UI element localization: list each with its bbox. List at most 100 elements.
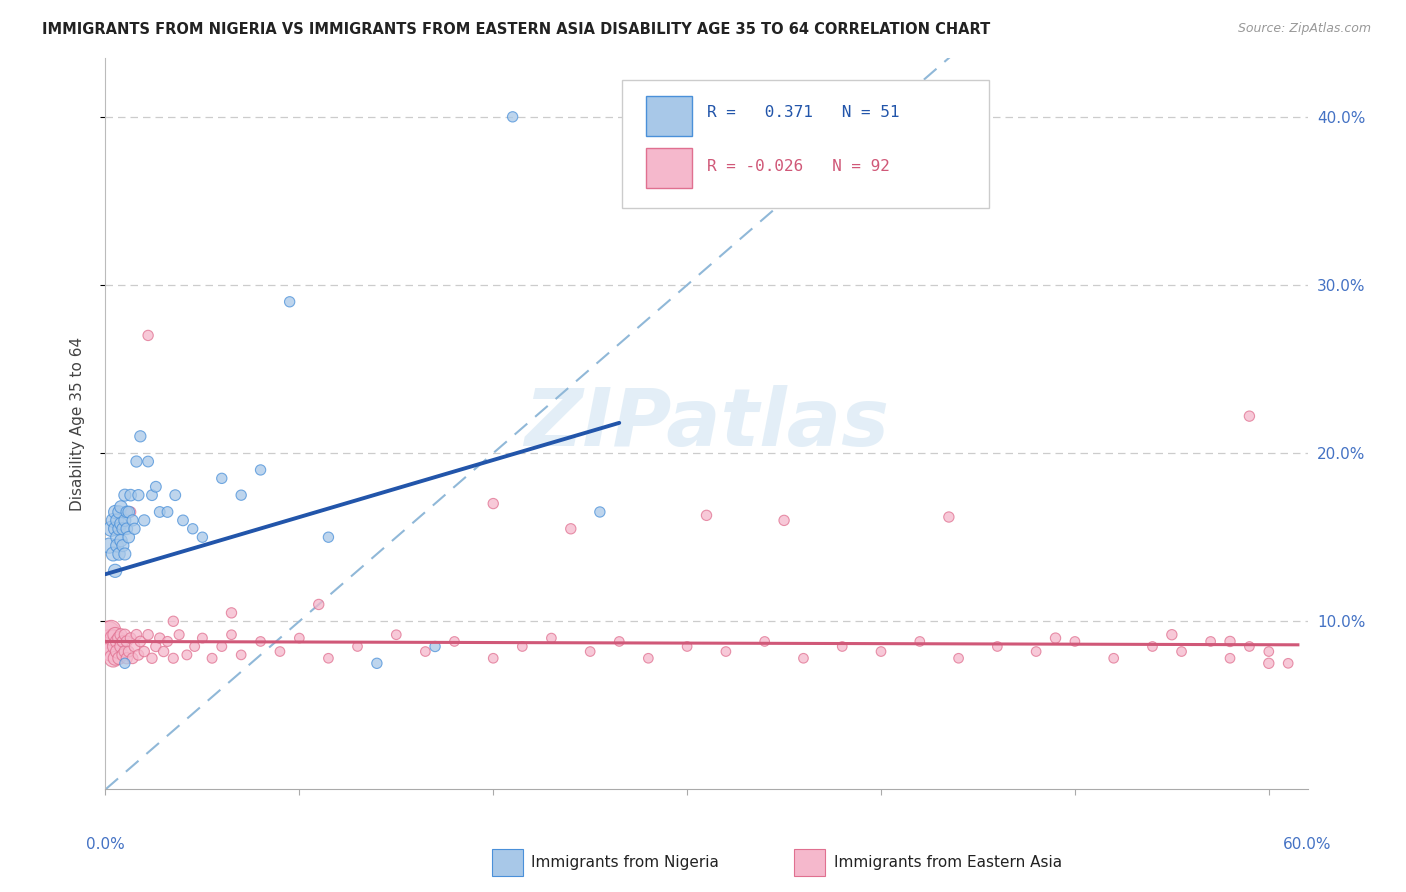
Point xyxy=(870,644,893,658)
Point xyxy=(134,644,156,658)
Point xyxy=(1239,640,1261,654)
Point xyxy=(104,628,127,642)
Point xyxy=(108,505,131,519)
Point xyxy=(510,640,533,654)
Point xyxy=(104,564,127,578)
Point xyxy=(103,651,125,665)
Point xyxy=(560,522,582,536)
Point xyxy=(110,516,132,531)
Point xyxy=(103,513,125,527)
Point xyxy=(191,631,214,645)
Point xyxy=(100,623,122,637)
Point xyxy=(637,651,659,665)
Point xyxy=(98,539,121,553)
Point xyxy=(1257,657,1279,671)
Point xyxy=(502,110,524,124)
Point xyxy=(111,522,134,536)
Point xyxy=(831,640,853,654)
Point xyxy=(1102,651,1125,665)
Point xyxy=(100,644,122,658)
Point xyxy=(110,533,132,548)
FancyBboxPatch shape xyxy=(623,80,988,208)
Point xyxy=(948,651,970,665)
Point xyxy=(114,628,136,642)
Point xyxy=(121,513,143,527)
Point xyxy=(278,294,301,309)
Point xyxy=(105,530,128,544)
Point xyxy=(172,513,194,527)
Point xyxy=(162,614,184,628)
Point xyxy=(104,505,127,519)
Point xyxy=(120,488,142,502)
Point xyxy=(111,634,134,648)
Point xyxy=(136,628,159,642)
Point xyxy=(105,644,128,658)
Point xyxy=(129,429,152,443)
Point xyxy=(114,644,136,658)
Point xyxy=(114,547,136,561)
Point xyxy=(115,651,138,665)
Point xyxy=(579,644,602,658)
Point xyxy=(231,648,253,662)
Point xyxy=(136,328,159,343)
Point xyxy=(676,640,699,654)
Point xyxy=(141,488,163,502)
Point xyxy=(1219,651,1241,665)
Point xyxy=(986,640,1008,654)
Point xyxy=(145,480,167,494)
Point xyxy=(540,631,562,645)
Point xyxy=(318,530,340,544)
Point xyxy=(120,505,142,519)
Point xyxy=(191,530,214,544)
Point xyxy=(118,530,141,544)
Y-axis label: Disability Age 35 to 64: Disability Age 35 to 64 xyxy=(70,336,84,511)
Point xyxy=(118,644,141,658)
Point xyxy=(118,505,141,519)
Point xyxy=(176,648,198,662)
Point xyxy=(183,640,205,654)
Point xyxy=(149,631,172,645)
Point xyxy=(201,651,224,665)
Point xyxy=(108,631,131,645)
Point xyxy=(221,628,243,642)
Point xyxy=(105,539,128,553)
Point xyxy=(114,513,136,527)
Point xyxy=(156,505,179,519)
Point xyxy=(415,644,437,658)
Text: IMMIGRANTS FROM NIGERIA VS IMMIGRANTS FROM EASTERN ASIA DISABILITY AGE 35 TO 64 : IMMIGRANTS FROM NIGERIA VS IMMIGRANTS FR… xyxy=(42,22,990,37)
Point xyxy=(385,628,408,642)
Point xyxy=(149,505,172,519)
Point xyxy=(1257,644,1279,658)
Point xyxy=(1142,640,1164,654)
Point xyxy=(162,651,184,665)
Point xyxy=(110,628,132,642)
Point xyxy=(98,634,121,648)
Text: 0.0%: 0.0% xyxy=(86,837,125,852)
Point xyxy=(127,488,149,502)
Point xyxy=(1199,634,1222,648)
Point xyxy=(181,522,204,536)
Text: R = -0.026   N = 92: R = -0.026 N = 92 xyxy=(707,159,890,174)
Point xyxy=(111,648,134,662)
Point xyxy=(136,454,159,468)
Point xyxy=(269,644,291,658)
Point xyxy=(482,497,505,511)
Point xyxy=(938,510,960,524)
Point xyxy=(221,606,243,620)
Point xyxy=(105,634,128,648)
Point xyxy=(129,634,152,648)
Point xyxy=(103,631,125,645)
Point xyxy=(103,547,125,561)
Text: Immigrants from Nigeria: Immigrants from Nigeria xyxy=(531,855,720,870)
Point xyxy=(1170,644,1192,658)
Point xyxy=(110,500,132,514)
Point xyxy=(105,513,128,527)
Point xyxy=(773,513,796,527)
Text: Source: ZipAtlas.com: Source: ZipAtlas.com xyxy=(1237,22,1371,36)
Point xyxy=(110,640,132,654)
Point xyxy=(1239,409,1261,424)
Bar xyxy=(647,148,692,188)
Text: Immigrants from Eastern Asia: Immigrants from Eastern Asia xyxy=(834,855,1062,870)
Point xyxy=(100,522,122,536)
Point xyxy=(141,651,163,665)
